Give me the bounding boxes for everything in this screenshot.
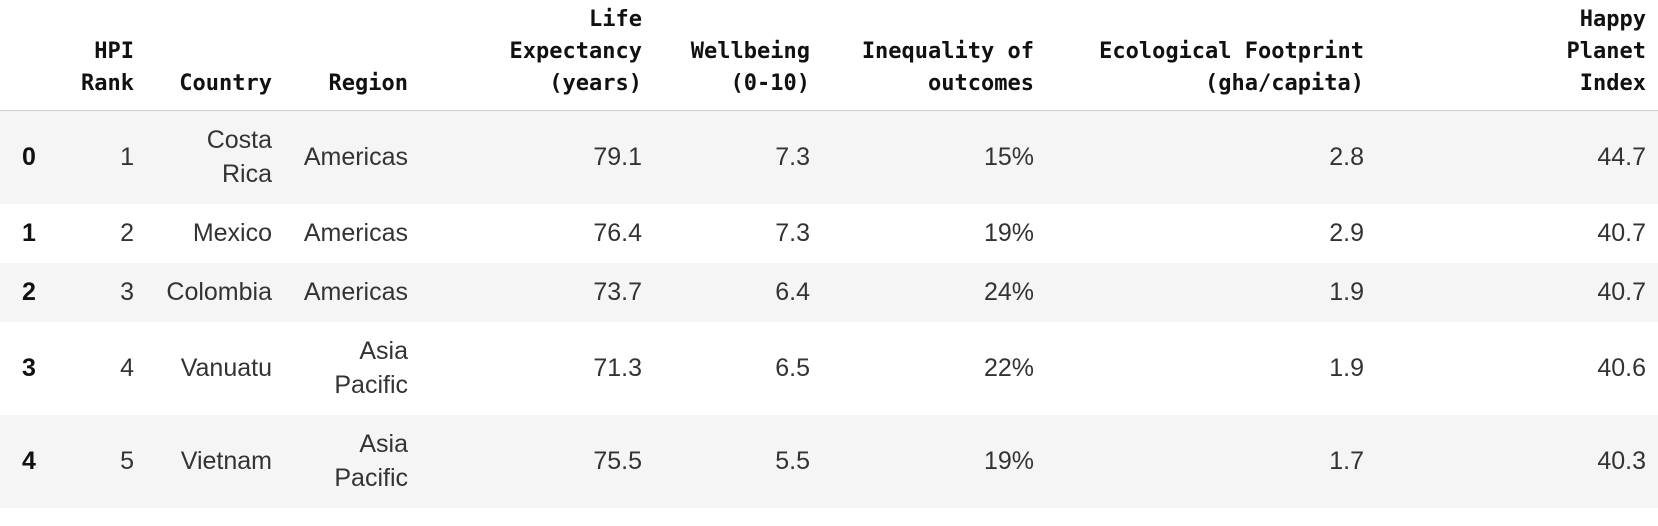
row-index: 0	[22, 143, 36, 172]
table-row: 4 5 Vietnam Asia Pacific 75.5 5.5 19% 1.…	[0, 414, 1658, 508]
cell-country: Mexico	[192, 219, 272, 247]
cell-country: Vietnam	[180, 447, 272, 475]
header-row: HPI Rank Country Region Life Expectancy …	[0, 0, 1658, 111]
table-row: 1 2 Mexico Americas 76.4 7.3 19% 2.9 40.…	[0, 203, 1658, 263]
row-index: 4	[22, 447, 36, 475]
row-index: 1	[22, 219, 36, 247]
cell-ecological-footprint: 1.9	[1329, 354, 1364, 382]
cell-country: Vanuatu	[180, 354, 272, 382]
cell-life-expectancy: 73.7	[593, 278, 642, 306]
header-wellbeing: Wellbeing (0-10)	[654, 0, 822, 111]
cell-country: Colombia	[166, 278, 272, 306]
cell-hpi-rank: 4	[120, 354, 134, 382]
cell-inequality: 19%	[983, 447, 1034, 475]
table-body: 0 1 Costa Rica Americas 79.1 7.3 15% 2.8…	[0, 110, 1658, 508]
header-happy-planet-index: Happy Planet Index	[1376, 0, 1658, 111]
header-country: Country	[146, 0, 284, 111]
cell-wellbeing: 7.3	[775, 219, 810, 247]
index-header	[0, 0, 66, 111]
cell-wellbeing: 6.5	[775, 354, 810, 382]
cell-happy-planet-index: 40.7	[1597, 278, 1646, 306]
cell-happy-planet-index: 40.3	[1597, 447, 1646, 475]
cell-wellbeing: 7.3	[775, 143, 810, 172]
header-life-expectancy: Life Expectancy (years)	[420, 0, 654, 111]
cell-ecological-footprint: 2.8	[1329, 143, 1364, 172]
cell-life-expectancy: 75.5	[593, 447, 642, 475]
cell-life-expectancy: 76.4	[593, 219, 642, 247]
cell-region: Americas	[303, 278, 408, 306]
cell-hpi-rank: 1	[120, 143, 134, 172]
cell-happy-planet-index: 40.7	[1597, 219, 1646, 247]
cell-region: Asia Pacific	[334, 337, 408, 399]
cell-region: Asia Pacific	[334, 430, 408, 492]
table-row: 0 1 Costa Rica Americas 79.1 7.3 15% 2.8…	[0, 110, 1658, 204]
cell-inequality: 15%	[983, 143, 1034, 172]
cell-ecological-footprint: 1.9	[1329, 278, 1364, 306]
cell-hpi-rank: 3	[120, 278, 134, 306]
header-region: Region	[284, 0, 420, 111]
cell-wellbeing: 5.5	[775, 447, 810, 475]
cell-wellbeing: 6.4	[775, 278, 810, 306]
cell-country: Costa Rica	[206, 126, 272, 189]
header-hpi-rank: HPI Rank	[66, 0, 146, 111]
table-header: HPI Rank Country Region Life Expectancy …	[0, 0, 1658, 111]
dataframe-table: HPI Rank Country Region Life Expectancy …	[0, 0, 1658, 508]
cell-inequality: 24%	[983, 278, 1034, 306]
cell-happy-planet-index: 44.7	[1597, 143, 1646, 172]
table-row: 2 3 Colombia Americas 73.7 6.4 24% 1.9 4…	[0, 262, 1658, 322]
header-inequality: Inequality of outcomes	[822, 0, 1046, 111]
cell-region: Americas	[303, 143, 408, 172]
cell-hpi-rank: 5	[120, 447, 134, 475]
row-index: 2	[22, 278, 36, 306]
cell-inequality: 22%	[983, 354, 1034, 382]
header-ecological-footprint: Ecological Footprint (gha/capita)	[1046, 0, 1376, 111]
cell-life-expectancy: 71.3	[593, 354, 642, 382]
cell-ecological-footprint: 1.7	[1329, 447, 1364, 475]
cell-hpi-rank: 2	[120, 219, 134, 247]
cell-ecological-footprint: 2.9	[1329, 219, 1364, 247]
cell-happy-planet-index: 40.6	[1597, 354, 1646, 382]
table-row: 3 4 Vanuatu Asia Pacific 71.3 6.5 22% 1.…	[0, 321, 1658, 415]
row-index: 3	[22, 354, 36, 382]
cell-region: Americas	[303, 219, 408, 247]
cell-inequality: 19%	[983, 219, 1034, 247]
cell-life-expectancy: 79.1	[593, 143, 642, 172]
